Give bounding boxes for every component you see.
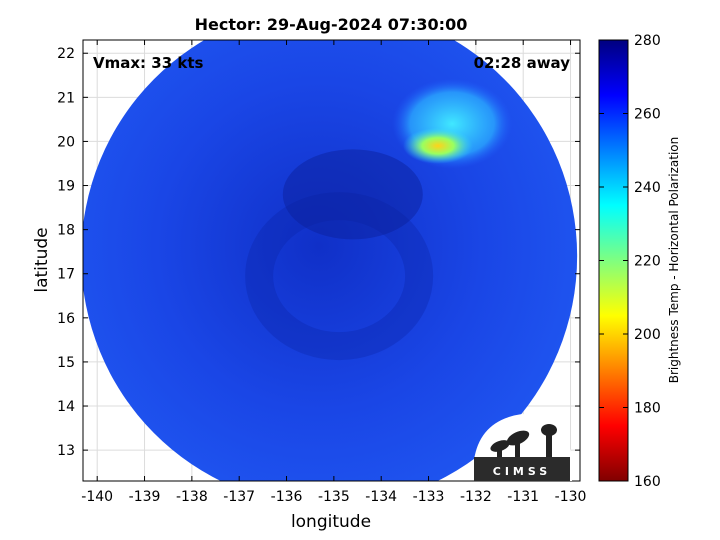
x-axis-ticks: -140 -139 -138 -137 -136 -135 -134 -133 -132 -131…	[81, 40, 586, 505]
x-tick-label: -132	[460, 489, 492, 505]
y-tick-label: 15	[57, 355, 75, 371]
x-tick-label: -134	[365, 489, 397, 505]
cimss-logo: CIMSS	[474, 414, 572, 481]
colorbar-tick-label: 160	[634, 474, 661, 490]
swirl-band	[245, 192, 434, 361]
x-tick-label: -133	[413, 489, 445, 505]
warm-core-region	[403, 127, 473, 164]
y-tick-label: 13	[57, 443, 75, 459]
y-tick-label: 14	[57, 399, 75, 415]
y-tick-label: 16	[57, 311, 75, 327]
x-tick-label: -138	[176, 489, 208, 505]
x-tick-label: -139	[129, 489, 161, 505]
chart-title: Hector: 29-Aug-2024 07:30:00	[195, 15, 468, 34]
y-tick-label: 18	[57, 223, 75, 239]
time-away-annotation: 02:28 away	[474, 54, 571, 72]
colorbar-tick-label: 260	[634, 107, 661, 123]
x-tick-label: -135	[318, 489, 350, 505]
y-tick-label: 21	[57, 90, 75, 106]
logo-text: CIMSS	[493, 465, 551, 478]
y-tick-label: 17	[57, 267, 75, 283]
vmax-annotation: Vmax: 33 kts	[93, 54, 203, 72]
y-tick-label: 20	[57, 134, 75, 150]
cold-core	[282, 149, 423, 240]
colorbar-tick-label: 180	[634, 401, 661, 417]
y-tick-label: 19	[57, 179, 75, 195]
colorbar-ticks: 160 180 200 220 240 260 280	[599, 33, 661, 490]
colorbar-tick-label: 200	[634, 327, 661, 343]
colorbar-tick-label: 220	[634, 254, 661, 270]
swath-group	[83, 40, 578, 481]
colorbar-tick-label: 240	[634, 180, 661, 196]
x-tick-label: -130	[555, 489, 587, 505]
colorbar-label: Brightness Temp - Horizontal Polarizatio…	[667, 137, 681, 384]
x-tick-label: -131	[507, 489, 539, 505]
x-axis-label: longitude	[291, 512, 371, 532]
colorbar-tick-label: 280	[634, 33, 661, 49]
y-tick-label: 22	[57, 46, 75, 62]
x-tick-label: -137	[223, 489, 255, 505]
y-axis-label: latitude	[32, 227, 52, 292]
x-tick-label: -136	[271, 489, 303, 505]
x-tick-label: -140	[81, 489, 113, 505]
axes-box	[82, 39, 581, 482]
y-axis-ticks: 13 14 15 16 17 18 19 20 21 22	[57, 46, 580, 459]
